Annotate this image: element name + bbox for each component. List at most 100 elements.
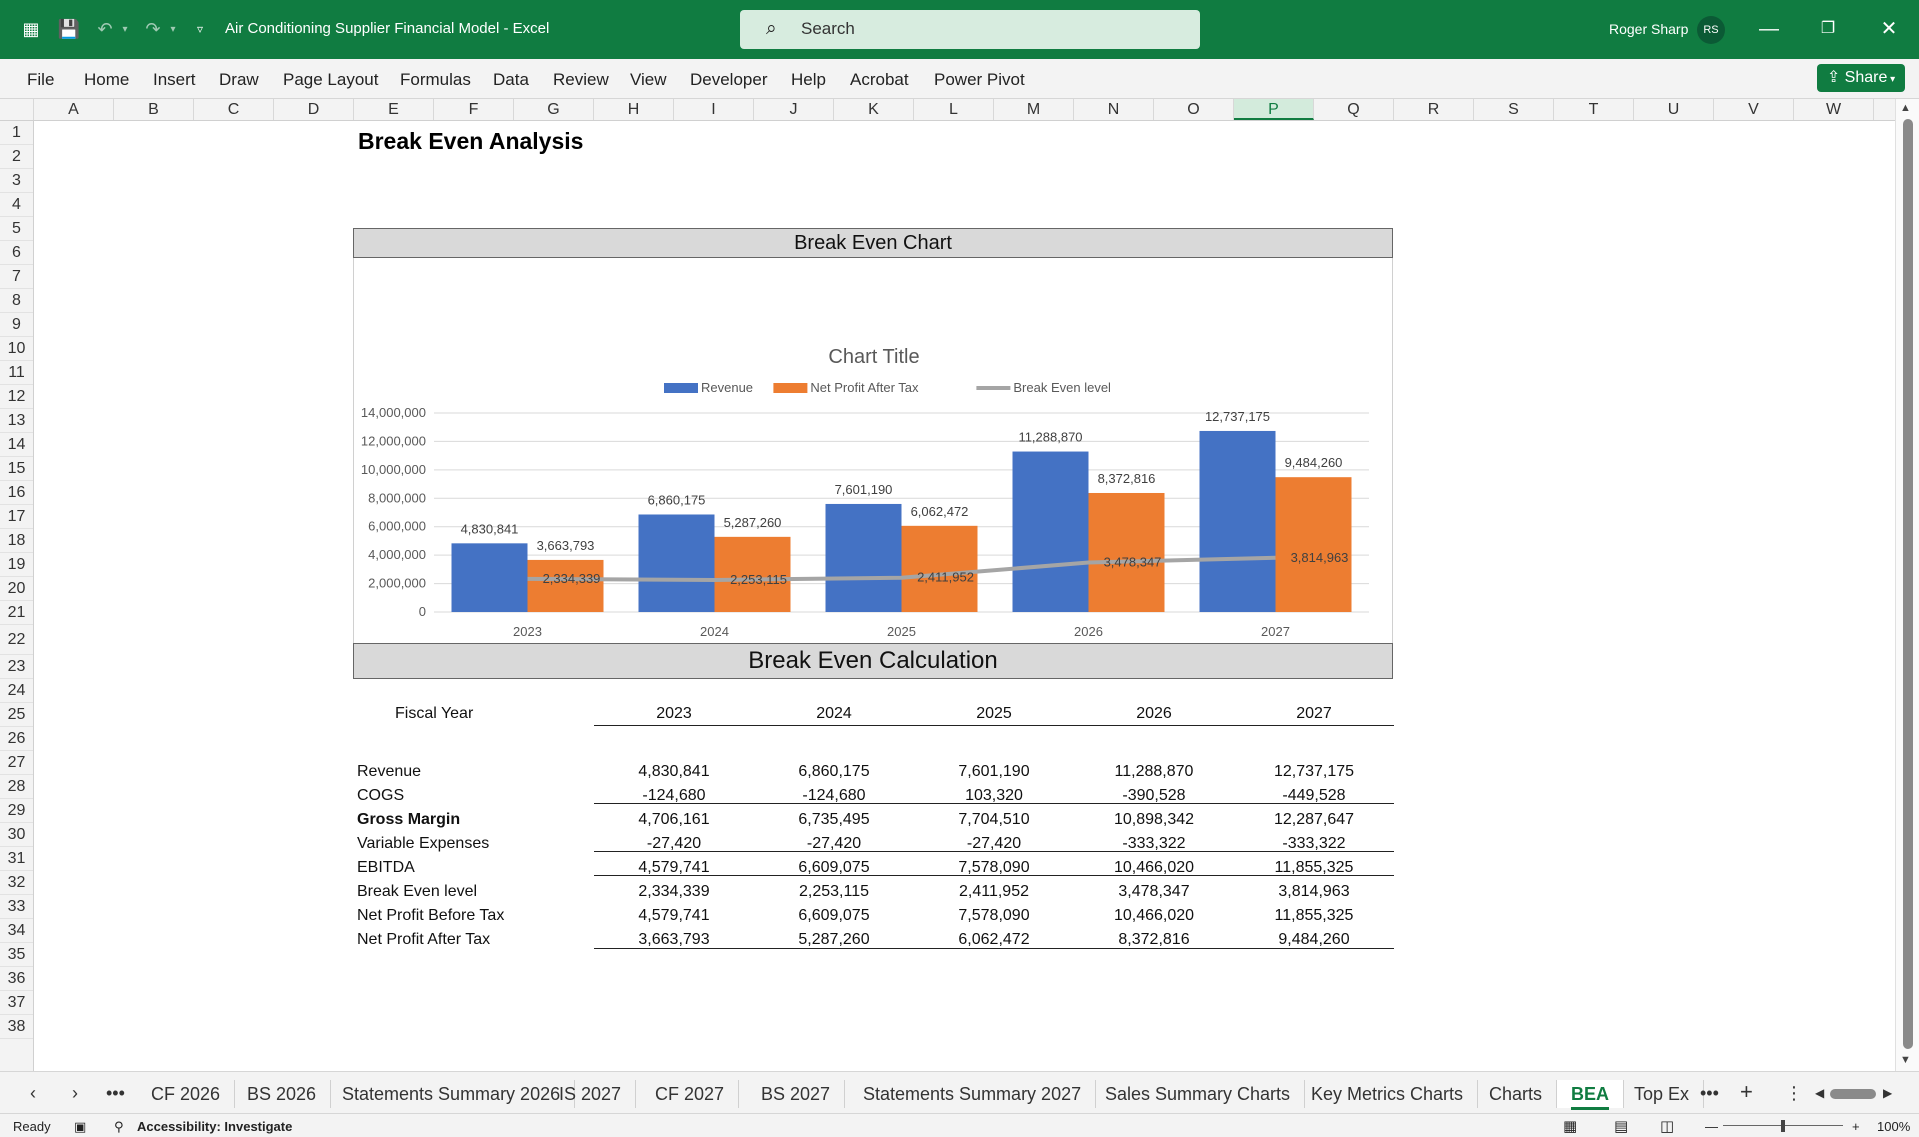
column-header-V[interactable]: V xyxy=(1714,99,1794,120)
column-header-I[interactable]: I xyxy=(674,99,754,120)
column-header-U[interactable]: U xyxy=(1634,99,1714,120)
row-header-37[interactable]: 37 xyxy=(0,991,33,1015)
restore-icon[interactable]: ❐ xyxy=(1820,20,1836,37)
hscroll-left-icon[interactable]: ◀ xyxy=(1815,1086,1825,1100)
share-button[interactable]: ⇪ Share ▾ xyxy=(1817,64,1905,92)
row-header-9[interactable]: 9 xyxy=(0,313,33,337)
row-header-2[interactable]: 2 xyxy=(0,145,33,169)
user-name[interactable]: Roger Sharp xyxy=(1609,21,1689,37)
row-header-6[interactable]: 6 xyxy=(0,241,33,265)
sheet-tab[interactable]: CF 2027 xyxy=(641,1080,740,1108)
macro-record-icon[interactable]: ▣ xyxy=(74,1119,87,1134)
page-break-view-icon[interactable]: ◫ xyxy=(1660,1118,1675,1135)
sheet-tab[interactable]: BEA xyxy=(1557,1080,1625,1110)
column-header-H[interactable]: H xyxy=(594,99,674,120)
row-header-18[interactable]: 18 xyxy=(0,529,33,553)
menu-home[interactable]: Home xyxy=(84,70,130,89)
accessibility-icon[interactable]: ⚲ xyxy=(114,1119,124,1134)
menu-file[interactable]: File xyxy=(27,70,55,89)
column-header-D[interactable]: D xyxy=(274,99,354,120)
tab-more-icon[interactable]: ••• xyxy=(106,1083,125,1103)
column-header-J[interactable]: J xyxy=(754,99,834,120)
tab-prev-icon[interactable]: ‹ xyxy=(30,1083,36,1103)
sheet-tab[interactable]: Sales Summary Charts xyxy=(1091,1080,1306,1108)
break-even-chart[interactable]: Chart Title Revenue Net Profit After Tax Br… xyxy=(353,258,1393,643)
row-header-10[interactable]: 10 xyxy=(0,337,33,361)
add-sheet-icon[interactable]: + xyxy=(1740,1079,1753,1104)
column-header-W[interactable]: W xyxy=(1794,99,1874,120)
sheet-tab[interactable]: Key Metrics Charts xyxy=(1297,1080,1479,1108)
row-header-11[interactable]: 11 xyxy=(0,361,33,385)
row-header-27[interactable]: 27 xyxy=(0,751,33,775)
zoom-out-icon[interactable]: — xyxy=(1705,1119,1718,1134)
column-header-P[interactable]: P xyxy=(1234,99,1314,120)
row-header-7[interactable]: 7 xyxy=(0,265,33,289)
row-header-31[interactable]: 31 xyxy=(0,847,33,871)
sheet-tab[interactable]: BS 2027 xyxy=(747,1080,846,1108)
column-header-C[interactable]: C xyxy=(194,99,274,120)
scroll-thumb[interactable] xyxy=(1903,119,1913,1049)
row-header-3[interactable]: 3 xyxy=(0,169,33,193)
row-header-35[interactable]: 35 xyxy=(0,943,33,967)
menu-help[interactable]: Help xyxy=(791,70,826,89)
select-all-corner[interactable] xyxy=(0,99,34,120)
menu-insert[interactable]: Insert xyxy=(153,70,196,89)
sheet-tab[interactable]: Statements Summary 2026 xyxy=(328,1080,576,1108)
sheet-tab[interactable]: IS 2027 xyxy=(545,1080,637,1108)
menu-power-pivot[interactable]: Power Pivot xyxy=(934,70,1025,89)
sheet-tab[interactable]: Top Ex xyxy=(1620,1080,1705,1108)
row-header-23[interactable]: 23 xyxy=(0,655,33,679)
zoom-slider-handle[interactable] xyxy=(1781,1120,1785,1132)
row-header-16[interactable]: 16 xyxy=(0,481,33,505)
menu-acrobat[interactable]: Acrobat xyxy=(850,70,909,89)
redo-icon[interactable]: ↷ xyxy=(145,18,161,39)
column-header-M[interactable]: M xyxy=(994,99,1074,120)
row-header-28[interactable]: 28 xyxy=(0,775,33,799)
row-header-30[interactable]: 30 xyxy=(0,823,33,847)
column-header-L[interactable]: L xyxy=(914,99,994,120)
row-header-15[interactable]: 15 xyxy=(0,457,33,481)
row-header-13[interactable]: 13 xyxy=(0,409,33,433)
sheet-grid[interactable]: Break Even Analysis Break Even Chart Cha… xyxy=(34,121,1895,1071)
sheet-tab[interactable]: Charts xyxy=(1475,1080,1558,1108)
row-header-38[interactable]: 38 xyxy=(0,1015,33,1039)
menu-review[interactable]: Review xyxy=(553,70,609,89)
page-layout-view-icon[interactable]: ▤ xyxy=(1614,1118,1629,1135)
column-header-G[interactable]: G xyxy=(514,99,594,120)
column-header-F[interactable]: F xyxy=(434,99,514,120)
minimize-icon[interactable]: — xyxy=(1759,18,1779,40)
menu-formulas[interactable]: Formulas xyxy=(400,70,471,89)
zoom-in-icon[interactable]: + xyxy=(1852,1119,1860,1134)
undo-dropdown-icon[interactable]: ▾ xyxy=(122,23,128,35)
column-header-R[interactable]: R xyxy=(1394,99,1474,120)
row-header-8[interactable]: 8 xyxy=(0,289,33,313)
column-header-O[interactable]: O xyxy=(1154,99,1234,120)
row-header-33[interactable]: 33 xyxy=(0,895,33,919)
accessibility-status[interactable]: Accessibility: Investigate xyxy=(137,1119,293,1134)
column-header-T[interactable]: T xyxy=(1554,99,1634,120)
row-header-34[interactable]: 34 xyxy=(0,919,33,943)
vertical-scrollbar[interactable]: ▲ ▼ xyxy=(1895,99,1919,1071)
row-header-14[interactable]: 14 xyxy=(0,433,33,457)
sheet-tab[interactable]: BS 2026 xyxy=(233,1080,332,1108)
column-header-S[interactable]: S xyxy=(1474,99,1554,120)
undo-icon[interactable]: ↶ xyxy=(97,18,113,39)
row-header-29[interactable]: 29 xyxy=(0,799,33,823)
column-header-E[interactable]: E xyxy=(354,99,434,120)
tab-overflow-icon[interactable]: ••• xyxy=(1700,1083,1719,1103)
column-header-Q[interactable]: Q xyxy=(1314,99,1394,120)
menu-page-layout[interactable]: Page Layout xyxy=(283,70,379,89)
column-header-B[interactable]: B xyxy=(114,99,194,120)
hscroll-right-icon[interactable]: ▶ xyxy=(1883,1086,1893,1100)
row-header-1[interactable]: 1 xyxy=(0,121,33,145)
tab-next-icon[interactable]: › xyxy=(72,1083,78,1103)
sheet-tab[interactable]: Statements Summary 2027 xyxy=(849,1080,1097,1108)
close-icon[interactable]: ✕ xyxy=(1880,18,1898,40)
zoom-level[interactable]: 100% xyxy=(1877,1119,1911,1134)
menu-data[interactable]: Data xyxy=(493,70,529,89)
menu-draw[interactable]: Draw xyxy=(219,70,259,89)
row-header-22[interactable]: 22 xyxy=(0,625,33,655)
scroll-up-icon[interactable]: ▲ xyxy=(1900,102,1911,114)
row-header-21[interactable]: 21 xyxy=(0,601,33,625)
row-header-17[interactable]: 17 xyxy=(0,505,33,529)
